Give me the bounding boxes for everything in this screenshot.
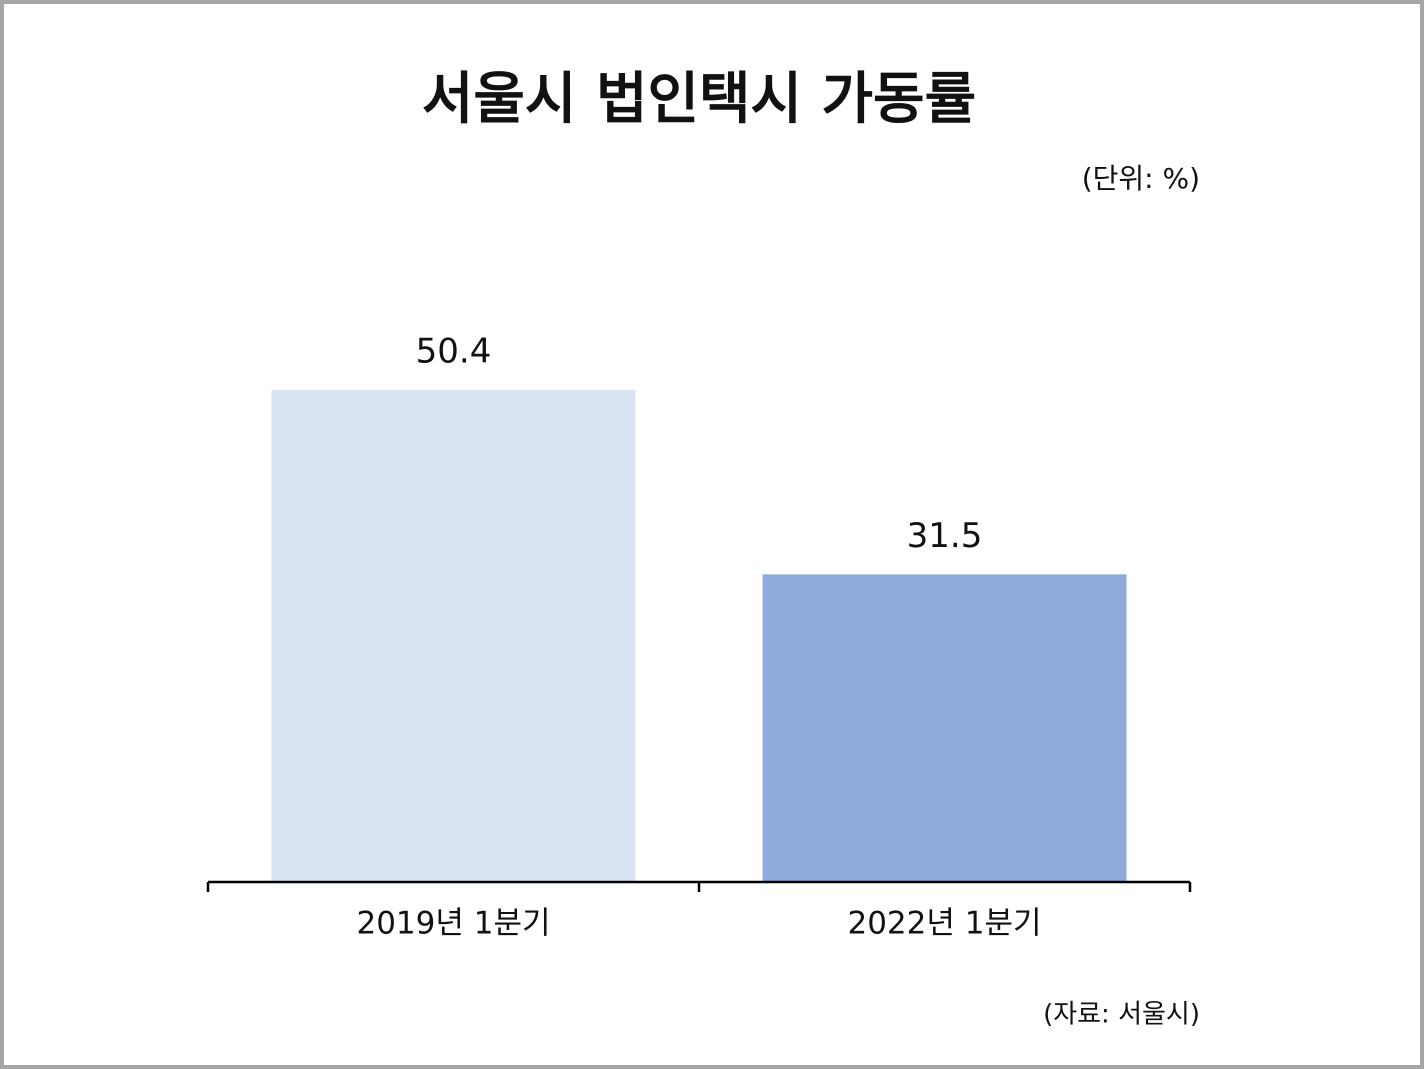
x-tick-label: 2019년 1분기 — [356, 906, 550, 942]
unit-label: (단위: %) — [1082, 162, 1200, 195]
x-tick-label: 2022년 1분기 — [847, 906, 1041, 942]
bar — [762, 574, 1127, 882]
source-note: (자료: 서울시) — [1043, 1000, 1200, 1030]
bar — [271, 389, 636, 882]
value-label: 50.4 — [416, 331, 492, 371]
value-label: 31.5 — [907, 516, 983, 556]
chart-title: 서울시 법인택시 가동률 — [422, 67, 976, 132]
